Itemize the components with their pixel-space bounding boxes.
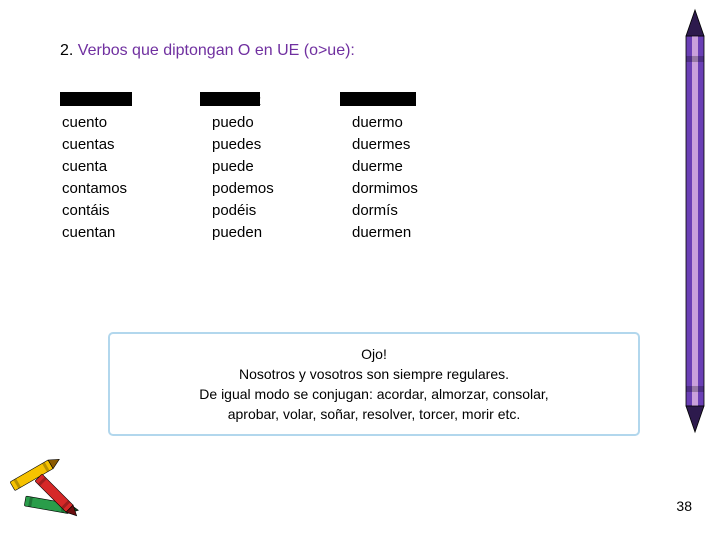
col1-forms: cuento cuentas cuenta contamos contáis c… bbox=[62, 112, 127, 244]
conjugation-form: cuento bbox=[62, 112, 127, 134]
conjugation-form: contamos bbox=[62, 178, 127, 200]
section-title: 2. Verbos que diptongan O en UE (o>ue): bbox=[60, 42, 355, 60]
conjugation-form: duermo bbox=[352, 112, 418, 134]
conjugation-form: pueden bbox=[212, 222, 274, 244]
conjugation-form: dormimos bbox=[352, 178, 418, 200]
conjugation-form: puedo bbox=[212, 112, 274, 134]
conjugation-form: duermes bbox=[352, 134, 418, 156]
conjugation-form: duerme bbox=[352, 156, 418, 178]
col1-redaction bbox=[60, 92, 132, 106]
col3-forms: duermo duermes duerme dormimos dormís du… bbox=[352, 112, 418, 244]
page-number: 38 bbox=[676, 498, 692, 514]
conjugation-form: contáis bbox=[62, 200, 127, 222]
conjugation-form: cuentas bbox=[62, 134, 127, 156]
col2-redaction bbox=[200, 92, 260, 106]
note-line: De igual modo se conjugan: acordar, almo… bbox=[124, 384, 624, 404]
note-line: aprobar, volar, soñar, resolver, torcer,… bbox=[124, 404, 624, 424]
conjugation-form: puedes bbox=[212, 134, 274, 156]
conjugation-form: cuentan bbox=[62, 222, 127, 244]
col2-forms: puedo puedes puede podemos podéis pueden bbox=[212, 112, 274, 244]
conjugation-form: dormís bbox=[352, 200, 418, 222]
col3-redaction bbox=[340, 92, 416, 106]
note-line: Nosotros y vosotros son siempre regulare… bbox=[124, 364, 624, 384]
note-box: Ojo! Nosotros y vosotros son siempre reg… bbox=[108, 332, 640, 436]
note-line: Ojo! bbox=[124, 344, 624, 364]
section-number: 2. bbox=[60, 42, 73, 59]
conjugation-form: podéis bbox=[212, 200, 274, 222]
conjugation-form: puede bbox=[212, 156, 274, 178]
conjugation-form: podemos bbox=[212, 178, 274, 200]
crayon-decoration-right bbox=[678, 6, 712, 436]
conjugation-form: cuenta bbox=[62, 156, 127, 178]
section-text: Verbos que diptongan O en UE (o>ue): bbox=[78, 42, 355, 59]
crayons-decoration-left bbox=[6, 444, 96, 534]
conjugation-form: duermen bbox=[352, 222, 418, 244]
